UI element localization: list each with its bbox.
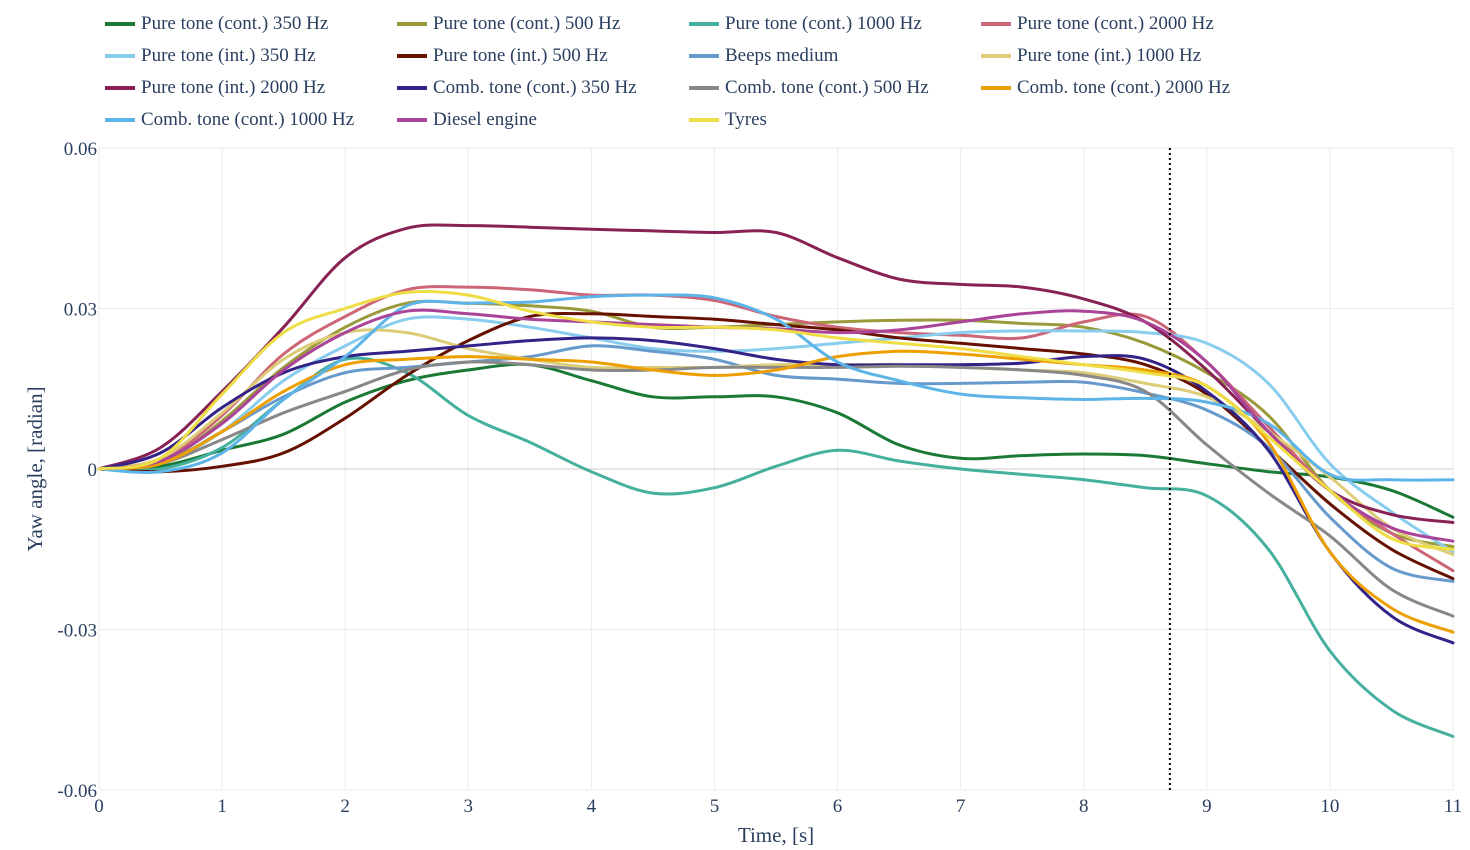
legend-item[interactable]: Pure tone (cont.) 500 Hz (397, 12, 620, 36)
legend-item[interactable]: Comb. tone (cont.) 350 Hz (397, 76, 637, 100)
legend-label: Tyres (725, 109, 767, 130)
legend-item[interactable]: Pure tone (cont.) 350 Hz (105, 12, 328, 36)
series-line (97, 356, 1455, 738)
legend-item[interactable]: Comb. tone (cont.) 1000 Hz (105, 108, 354, 132)
x-tick-label: 5 (710, 796, 720, 817)
x-tick-label: 3 (464, 796, 474, 817)
y-tick-label: -0.03 (57, 621, 97, 642)
legend-item[interactable]: Pure tone (int.) 500 Hz (397, 44, 608, 68)
legend-swatch (689, 86, 719, 90)
legend-label: Pure tone (int.) 500 Hz (433, 45, 608, 66)
legend-item[interactable]: Pure tone (cont.) 2000 Hz (981, 12, 1214, 36)
series-line (97, 362, 1455, 519)
x-tick-label: 8 (1079, 796, 1089, 817)
x-tick-label: 2 (340, 796, 350, 817)
legend-label: Pure tone (int.) 1000 Hz (1017, 45, 1202, 66)
y-tick-label: 0 (88, 460, 98, 481)
legend-swatch (981, 86, 1011, 90)
legend-item[interactable]: Pure tone (int.) 2000 Hz (105, 76, 325, 100)
x-tick-label: 4 (587, 796, 597, 817)
legend-swatch (397, 86, 427, 90)
x-tick-label: 11 (1444, 796, 1462, 817)
chart-legend: Pure tone (cont.) 350 Hz Pure tone (cont.… (0, 0, 1470, 140)
x-tick-label: 6 (833, 796, 843, 817)
axis-ticks: 0 1 2 3 4 5 6 7 8 9 10 11 -0.06 -0.03 0 0.03 0.06 (57, 139, 1462, 817)
legend-item[interactable]: Pure tone (int.) 350 Hz (105, 44, 316, 68)
legend-label: Comb. tone (cont.) 350 Hz (433, 77, 637, 98)
series-line (97, 223, 1455, 524)
legend-label: Pure tone (cont.) 350 Hz (141, 13, 329, 34)
legend-label: Comb. tone (cont.) 1000 Hz (141, 109, 355, 130)
legend-item[interactable]: Pure tone (cont.) 1000 Hz (689, 12, 922, 36)
legend-swatch (397, 54, 427, 58)
y-tick-label: 0.03 (64, 300, 97, 321)
y-axis-label: Yaw angle, [radian] (23, 386, 47, 551)
legend-swatch (689, 54, 719, 58)
series-line (97, 328, 1455, 557)
series-line (97, 285, 1455, 573)
legend-label: Pure tone (int.) 2000 Hz (141, 77, 326, 98)
legend-swatch (689, 22, 719, 26)
legend-swatch (105, 22, 135, 26)
legend-label: Pure tone (cont.) 2000 Hz (1017, 13, 1214, 34)
legend-item[interactable]: Tyres (689, 108, 767, 132)
legend-swatch (397, 118, 427, 122)
series-line (97, 349, 1455, 634)
legend-label: Beeps medium (725, 45, 839, 66)
legend-item[interactable]: Comb. tone (cont.) 500 Hz (689, 76, 929, 100)
legend-label: Diesel engine (433, 109, 537, 130)
x-tick-label: 9 (1202, 796, 1212, 817)
legend-swatch (981, 54, 1011, 58)
legend-label: Comb. tone (cont.) 500 Hz (725, 77, 929, 98)
legend-item[interactable]: Beeps medium (689, 44, 838, 68)
x-tick-label: 7 (956, 796, 966, 817)
series-line (97, 344, 1455, 583)
y-tick-label: -0.06 (57, 781, 97, 802)
series-line (97, 336, 1455, 645)
legend-swatch (397, 22, 427, 26)
legend-item[interactable]: Diesel engine (397, 108, 537, 132)
series-line (97, 289, 1455, 551)
series-lines (97, 223, 1455, 738)
x-tick-label: 10 (1320, 796, 1339, 817)
series-line (97, 315, 1455, 554)
legend-swatch (105, 86, 135, 90)
x-tick-label: 0 (94, 796, 104, 817)
legend-label: Pure tone (cont.) 1000 Hz (725, 13, 922, 34)
legend-label: Pure tone (cont.) 500 Hz (433, 13, 621, 34)
legend-item[interactable]: Comb. tone (cont.) 2000 Hz (981, 76, 1230, 100)
x-axis-label: Time, [s] (738, 823, 814, 847)
legend-label: Pure tone (int.) 350 Hz (141, 45, 316, 66)
series-line (97, 293, 1455, 482)
x-tick-label: 1 (217, 796, 227, 817)
y-tick-label: 0.06 (64, 139, 97, 160)
legend-item[interactable]: Pure tone (int.) 1000 Hz (981, 44, 1201, 68)
legend-swatch (689, 118, 719, 122)
legend-swatch (105, 118, 135, 122)
legend-swatch (105, 54, 135, 58)
legend-label: Comb. tone (cont.) 2000 Hz (1017, 77, 1231, 98)
legend-swatch (981, 22, 1011, 26)
